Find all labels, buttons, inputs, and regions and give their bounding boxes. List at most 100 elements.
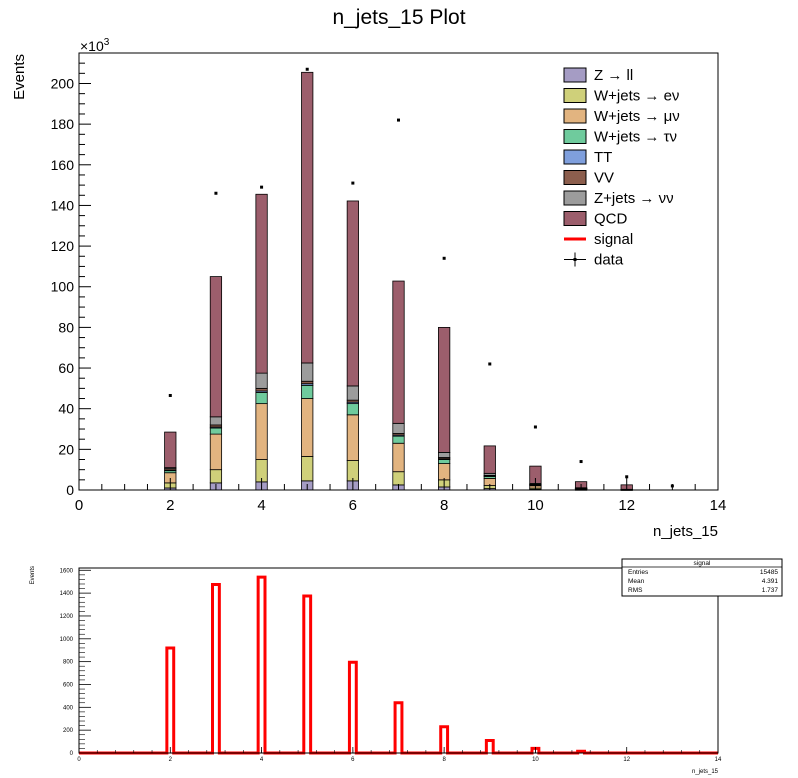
x-tick-label: 4 [257,497,265,514]
bar-segment-3-s3 [209,427,223,435]
stats-rms-label: RMS [628,587,643,594]
bottom-x-tick-label: 6 [351,757,355,763]
legend-label-6: Z+jets → νν [594,190,674,207]
stats-mean-value: 4.391 [762,578,779,585]
bar-segment-5-s2 [301,398,314,457]
bar-segment-7-s6 [392,422,405,434]
data-point-10 [533,425,537,429]
y-axis-label: Events [11,54,28,100]
legend-swatch-2 [563,108,587,124]
data-point-7 [397,118,400,122]
stats-box: signal Entries 15485 Mean 4.391 RMS 1.73… [621,558,783,597]
bar-segment-6-s3 [346,403,359,416]
legend-label-data: data [594,252,624,269]
bottom-x-tick-label: 8 [442,757,446,763]
y-tick-label: 200 [51,75,75,91]
legend-label-4: TT [594,149,612,166]
bottom-y-tick-label: 1000 [60,637,74,643]
y-axis-multiplier: ×103 [80,37,110,54]
data-point-6 [351,181,355,185]
stats-entries-value: 15485 [760,569,778,576]
bar-segment-4-s2 [255,403,268,460]
legend-swatch-0 [563,67,587,83]
y-tick-label: 40 [58,401,74,417]
legend-label-1: W+jets → eν [594,88,679,105]
legend-label-5: VV [594,170,614,187]
x-tick-label: 6 [349,497,357,514]
bar-segment-5-s1 [301,456,314,482]
bar-segment-6-s7 [346,200,359,387]
bar-segment-3-s2 [209,433,223,471]
top-stacked-bars [164,71,633,491]
y-tick-label: 160 [51,157,75,173]
bottom-y-tick-label: 1600 [60,568,74,574]
legend-swatch-6 [563,190,587,206]
bottom-y-tick-label: 400 [63,705,74,711]
stats-entries-label: Entries [628,569,649,576]
y-axis-multiplier-exponent: 3 [104,37,110,48]
stats-mean-label: Mean [628,578,645,585]
x-tick-label: 12 [618,497,635,514]
bottom-x-axis-label: n_jets_15 [692,769,719,775]
y-tick-label: 120 [51,238,75,254]
bar-segment-2-s7 [164,431,177,469]
legend-swatch-3 [563,129,587,144]
signal-histogram [79,575,718,755]
y-tick-label: 60 [58,360,74,376]
bar-segment-8-s3 [438,459,451,464]
bottom-x-tick-label: 10 [532,757,539,763]
legend-label-2: W+jets → μν [594,108,680,125]
x-tick-label: 0 [75,497,83,514]
y-tick-label: 180 [51,116,75,132]
data-point-11 [579,460,583,464]
x-tick-label: 2 [166,497,174,514]
legend-label-0: Z → ll [594,67,633,84]
bar-segment-7-s3 [392,435,405,444]
data-point-3 [214,191,218,195]
bar-segment-4-s7 [255,193,268,374]
bar-segment-4-s6 [255,372,268,389]
bar-segment-8-s7 [438,326,451,453]
bottom-y-tick-label: 200 [63,728,74,734]
legend-swatch-7 [563,211,587,226]
x-tick-label: 8 [440,497,448,514]
data-point-8 [442,256,446,260]
bar-segment-7-s2 [392,442,405,473]
bottom-x-tick-label: 2 [169,757,173,763]
legend-swatch-5 [563,170,587,185]
legend-label-3: W+jets → τν [594,129,677,146]
y-tick-label: 20 [58,441,74,457]
legend-label-signal: signal [594,231,633,248]
y-tick-label: 100 [51,279,75,295]
data-point-2 [168,393,172,397]
bottom-axes: 0 2 4 6 8 10 12 14 0 200 400 600 800 1000 1200 1400 1600 [60,568,722,763]
bar-segment-3-s7 [209,276,223,418]
bottom-y-axis-label: Events [30,566,36,584]
bar-segment-3-s1 [209,469,223,484]
bottom-plot-frame [78,567,719,754]
legend-swatch-4 [563,149,587,165]
bar-segment-8-s6 [438,451,451,458]
main-title: n_jets_15 Plot [332,6,465,29]
y-tick-label: 80 [58,319,74,335]
bar-segment-6-s2 [346,414,359,461]
legend: Z → ll W+jets → eν W+jets → μν W+jets → τν T… [563,67,680,269]
stats-rms-value: 1.737 [762,587,779,594]
bottom-x-tick-label: 14 [715,757,722,763]
bottom-y-tick-label: 800 [63,660,74,666]
legend-swatch-1 [563,88,587,103]
bottom-y-tick-label: 1200 [60,614,74,620]
bar-segment-5-s7 [301,71,314,364]
y-tick-label: 140 [51,197,75,213]
data-point-9 [488,362,492,366]
x-axis-label: n_jets_15 [653,523,718,540]
bar-segment-6-s6 [346,385,359,401]
bar-segment-7-s7 [392,280,405,424]
legend-data-marker [573,258,577,261]
stats-box-title: signal [694,560,712,567]
bar-segment-6-s1 [346,460,359,482]
bar-segment-5-s3 [301,384,314,399]
y-tick-label: 0 [66,482,74,498]
